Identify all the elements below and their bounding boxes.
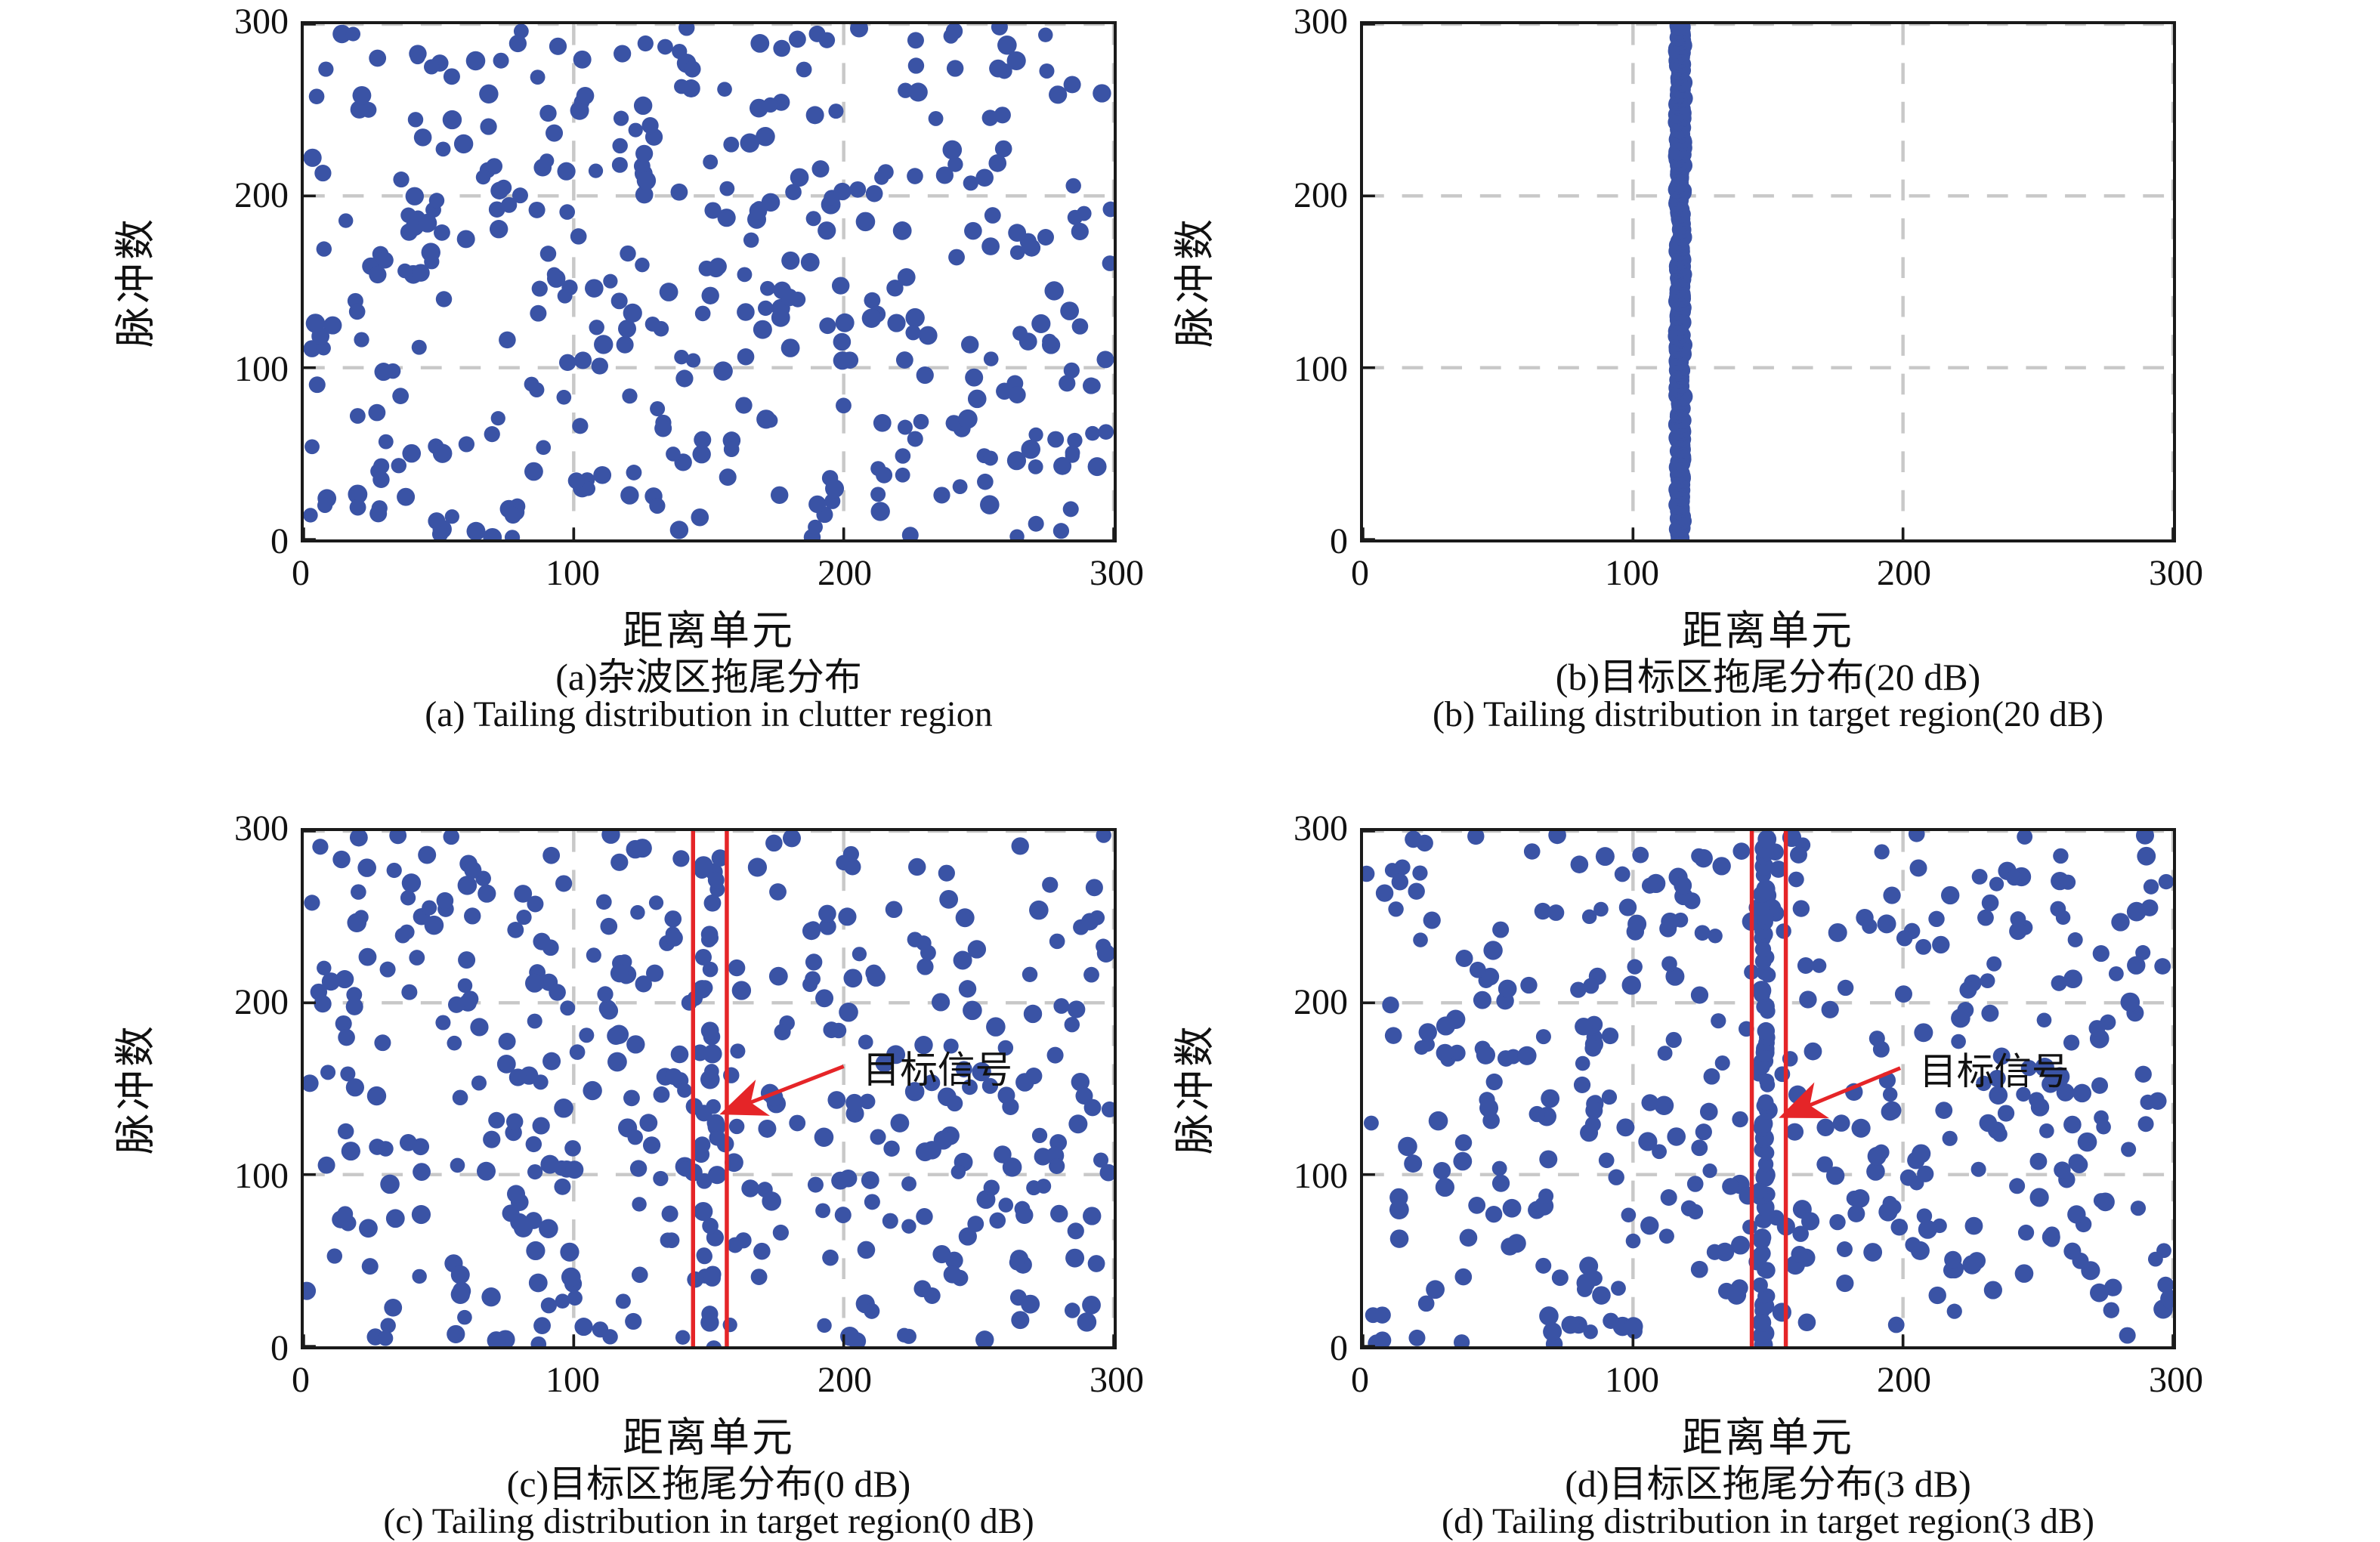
caption-en: (b) Tailing distribution in target regio… (1432, 694, 2104, 734)
y-tick-label: 100 (1294, 349, 1348, 389)
x-axis-label: 距离单元 (623, 1415, 795, 1460)
y-tick-label: 0 (270, 521, 289, 561)
y-tick-label: 200 (234, 982, 289, 1022)
y-tick-label: 0 (1330, 1328, 1348, 1368)
target-strip (692, 856, 727, 1346)
y-axis-label: 脉冲数 (1172, 216, 1218, 348)
y-tick-label: 300 (234, 2, 289, 42)
x-tick-label: 200 (818, 1360, 872, 1400)
x-tick-label: 200 (818, 553, 872, 593)
axis-ticks (304, 831, 1114, 1346)
scatter-svg-b (1363, 24, 2173, 539)
target-strip (1751, 831, 1778, 1346)
target-box (1749, 831, 1788, 1346)
plot-frame-c: 目标信号 (301, 828, 1117, 1349)
x-tick-label: 300 (1090, 553, 1144, 593)
caption-zh: (c)目标区拖尾分布(0 dB) (506, 1463, 911, 1505)
panel-d: 脉冲数 300 200 100 0 目标信号 0 100 200 300 距离单… (1173, 808, 2204, 1541)
caption-zh: (b)目标区拖尾分布(20 dB) (1555, 656, 1981, 698)
x-tick-label: 0 (292, 1360, 310, 1400)
x-tick-label: 300 (2149, 1360, 2203, 1400)
scatter-svg-a (304, 24, 1114, 539)
scatter-svg-d: 目标信号 (1363, 831, 2173, 1346)
y-tick-label: 200 (1294, 175, 1348, 215)
x-tick-label: 0 (1351, 553, 1369, 593)
target-annotation: 目标信号 (1779, 1051, 2069, 1119)
y-axis-label: 脉冲数 (113, 1023, 159, 1154)
y-tick-label: 0 (1330, 521, 1348, 561)
x-tick-label: 100 (546, 553, 600, 593)
axis-ticks (1363, 831, 2173, 1346)
plot-frame-b (1360, 21, 2176, 542)
y-tick-label: 0 (270, 1328, 289, 1368)
y-tick-label: 200 (1294, 982, 1348, 1022)
y-tick-label: 100 (234, 349, 289, 389)
x-axis-label: 距离单元 (1682, 1415, 1854, 1460)
x-axis-label: 距离单元 (623, 608, 795, 654)
y-tick-label: 300 (1294, 2, 1348, 42)
panel-c: 脉冲数 300 200 100 0 目标信号 0 100 200 300 距离单… (113, 808, 1145, 1541)
y-tick-label: 200 (234, 175, 289, 215)
axis-ticks (1363, 24, 2173, 539)
y-tick-label: 300 (234, 808, 289, 848)
target-annotation: 目标信号 (719, 1049, 1012, 1116)
plot-frame-d: 目标信号 (1360, 828, 2176, 1349)
panel-b: 脉冲数 300 200 100 0 0 100 200 300 距离单元 (b)… (1173, 2, 2204, 734)
y-tick-label: 100 (1294, 1156, 1348, 1196)
x-tick-label: 200 (1877, 553, 1931, 593)
caption-zh: (a)杂波区拖尾分布 (555, 656, 862, 698)
x-tick-label: 100 (1605, 553, 1659, 593)
gridlines (1363, 24, 2173, 539)
x-tick-label: 0 (292, 553, 310, 593)
x-tick-label: 100 (546, 1360, 600, 1400)
target-band (1668, 24, 1693, 539)
panel-a: 脉冲数 300 200 100 0 0 100 200 300 距离单元 (a)… (113, 2, 1145, 734)
target-box (691, 831, 729, 1346)
caption-en: (c) Tailing distribution in target regio… (383, 1501, 1034, 1541)
x-tick-label: 200 (1877, 1360, 1931, 1400)
y-tick-label: 100 (234, 1156, 289, 1196)
annotation-label: 目标信号 (1919, 1051, 2069, 1092)
x-tick-label: 300 (1090, 1360, 1144, 1400)
annotation-label: 目标信号 (863, 1049, 1012, 1091)
plot-frame-a (301, 21, 1117, 542)
x-tick-label: 0 (1351, 1360, 1369, 1400)
x-axis-label: 距离单元 (1682, 608, 1854, 654)
y-axis-label: 脉冲数 (1172, 1023, 1218, 1154)
x-tick-label: 100 (1605, 1360, 1659, 1400)
y-tick-label: 300 (1294, 808, 1348, 848)
axis-ticks (304, 24, 1114, 539)
x-tick-label: 300 (2149, 553, 2203, 593)
y-axis-label: 脉冲数 (113, 216, 159, 348)
caption-en: (d) Tailing distribution in target regio… (1441, 1501, 2095, 1541)
caption-zh: (d)目标区拖尾分布(3 dB) (1565, 1463, 1971, 1505)
caption-en: (a) Tailing distribution in clutter regi… (425, 694, 993, 734)
scatter-svg-c: 目标信号 (304, 831, 1114, 1346)
clutter-points (304, 24, 1114, 539)
